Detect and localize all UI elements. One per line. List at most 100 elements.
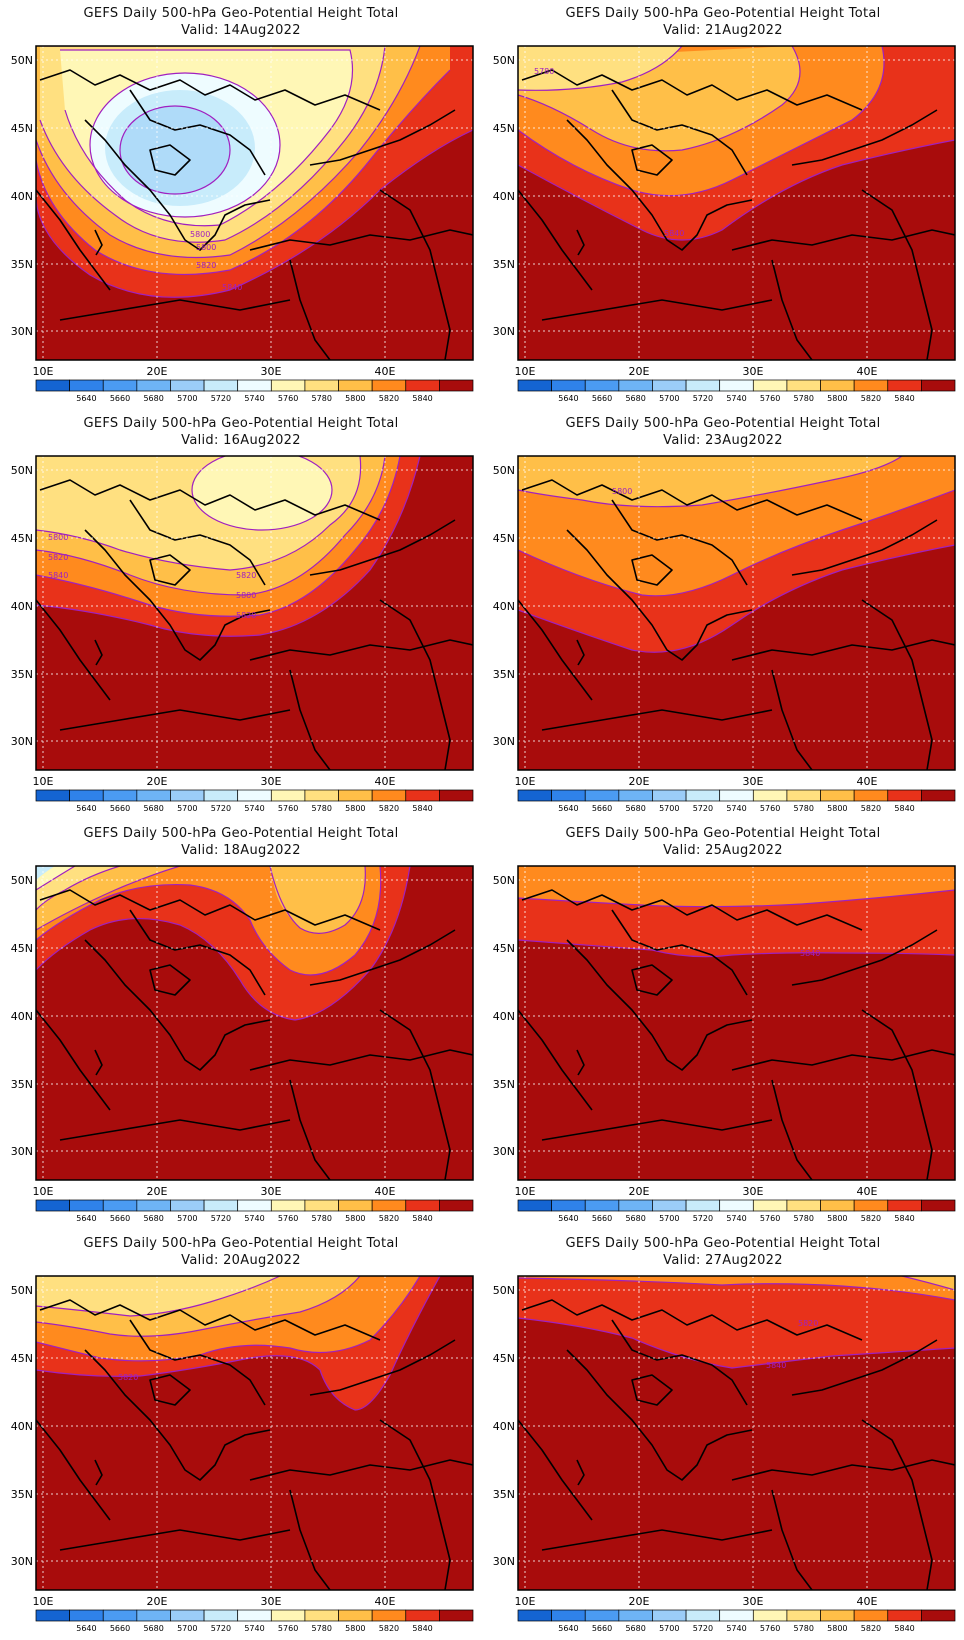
height-map: 5800 50N 45N 40N 35N 30N 10E 20E 30E 40E 5640 566…	[493, 455, 956, 813]
colorbar-label: 5660	[110, 804, 130, 813]
colorbar-label: 5840	[894, 1214, 914, 1223]
colorbar-label: 5840	[894, 394, 914, 403]
lat-tick-label: 45N	[493, 532, 515, 545]
colorbar-label: 5720	[693, 804, 713, 813]
colorbar-label: 5720	[693, 394, 713, 403]
colorbar-swatch	[203, 1199, 239, 1212]
lat-tick-label: 50N	[493, 874, 515, 887]
colorbar-swatch	[719, 1199, 754, 1212]
lat-tick-label: 50N	[11, 464, 33, 477]
colorbar-swatch	[921, 1199, 956, 1212]
colorbar-swatch	[685, 379, 721, 392]
colorbar-label: 5640	[558, 1214, 578, 1223]
colorbar-swatch	[921, 1609, 956, 1622]
colorbar: 5640 5660 5680 5700 5720 5740 5760 5780 5800 5820…	[517, 1199, 956, 1223]
colorbar-swatch	[371, 789, 407, 802]
colorbar-swatch	[786, 379, 821, 392]
colorbar-swatch	[439, 1199, 474, 1212]
colorbar-label: 5740	[726, 1624, 746, 1633]
colorbar-label: 5660	[592, 1624, 612, 1633]
colorbar-swatch	[551, 1609, 586, 1622]
panel-valid-date: Valid: 23Aug2022	[663, 433, 783, 448]
lon-tick-label: 20E	[147, 775, 168, 788]
lon-tick-label: 30E	[261, 365, 282, 378]
colorbar-swatch	[136, 1199, 171, 1212]
colorbar-label: 5740	[726, 1214, 746, 1223]
colorbar-swatch	[304, 789, 339, 802]
colorbar-swatch	[439, 789, 474, 802]
lon-tick-label: 40E	[375, 775, 396, 788]
colorbar-swatch	[371, 1199, 407, 1212]
lat-tick-label: 30N	[11, 735, 33, 748]
lon-tick-label: 40E	[857, 775, 878, 788]
lon-tick-label: 40E	[375, 1185, 396, 1198]
height-map: 50N 45N 40N 35N 30N 10E 20E 30E 40E 5640 5660 5680…	[11, 865, 474, 1223]
lat-tick-label: 45N	[11, 532, 33, 545]
colorbar-swatch	[102, 1609, 138, 1622]
colorbar-swatch	[237, 1609, 272, 1622]
colorbar-swatch	[820, 1609, 855, 1622]
colorbar-label: 5680	[625, 1624, 645, 1633]
panel-valid-date: Valid: 18Aug2022	[181, 843, 301, 858]
colorbar-swatch	[69, 1609, 104, 1622]
panel-valid-date: Valid: 20Aug2022	[181, 1253, 301, 1268]
colorbar-swatch	[304, 1609, 339, 1622]
height-map: 5820 50N 45N 40N 35N 30N 10E 20E 30E 40E 5640 566…	[11, 1275, 474, 1633]
colorbar-label: 5660	[592, 394, 612, 403]
colorbar-label: 5840	[894, 1624, 914, 1633]
colorbar: 5640 5660 5680 5700 5720 5740 5760 5780 5800 5820…	[35, 1609, 474, 1633]
contour-label: 5820	[48, 553, 68, 562]
colorbar-swatch	[551, 789, 586, 802]
colorbar-swatch	[887, 379, 922, 392]
colorbar-label: 5640	[76, 1214, 96, 1223]
colorbar-label: 5800	[827, 1624, 847, 1633]
lat-tick-label: 30N	[11, 1145, 33, 1158]
lat-tick-label: 45N	[493, 942, 515, 955]
map-axes: 50N 45N 40N 35N 30N 10E 20E 30E 40E	[493, 874, 878, 1198]
map-axes: 50N 45N 40N 35N 30N 10E 20E 30E 40E	[11, 1284, 396, 1608]
colorbar-swatch	[35, 379, 70, 392]
lat-tick-label: 35N	[493, 258, 515, 271]
panel-title: GEFS Daily 500-hPa Geo-Potential Height …	[83, 1236, 399, 1251]
colorbar-swatch	[35, 1609, 70, 1622]
lon-tick-label: 10E	[515, 775, 536, 788]
colorbar-swatch	[921, 789, 956, 802]
lon-tick-label: 20E	[629, 1595, 650, 1608]
colorbar-swatch	[136, 379, 171, 392]
lon-tick-label: 40E	[857, 1595, 878, 1608]
panel-title: GEFS Daily 500-hPa Geo-Potential Height …	[83, 416, 399, 431]
colorbar-swatch	[136, 789, 171, 802]
lon-tick-label: 40E	[857, 365, 878, 378]
colorbar-swatch	[618, 789, 653, 802]
colorbar-swatch	[439, 1609, 474, 1622]
colorbar-swatch	[203, 789, 239, 802]
colorbar-label: 5740	[726, 804, 746, 813]
colorbar-label: 5780	[794, 804, 814, 813]
lat-tick-label: 35N	[493, 1488, 515, 1501]
map-panel-27aug: GEFS Daily 500-hPa Geo-Potential Height …	[482, 1230, 964, 1640]
contour-label: 5840	[222, 283, 242, 292]
colorbar-label: 5820	[379, 804, 399, 813]
colorbar-swatch	[304, 1199, 339, 1212]
panel-title: GEFS Daily 500-hPa Geo-Potential Height …	[565, 416, 881, 431]
colorbar-swatch	[102, 379, 138, 392]
colorbar-swatch	[652, 789, 687, 802]
contour-label: 5800	[612, 487, 632, 496]
height-map: 5800 5800 5820 5840 50N 45N 40N 35N 30N 10E 20…	[11, 45, 474, 403]
contour-label: 5840	[664, 229, 684, 238]
colorbar-label: 5840	[412, 394, 432, 403]
colorbar-swatch	[170, 379, 205, 392]
colorbar: 5640 5660 5680 5700 5720 5740 5760 5780 5800 5820…	[35, 789, 474, 813]
colorbar-swatch	[270, 379, 306, 392]
panel-title: GEFS Daily 500-hPa Geo-Potential Height …	[565, 826, 881, 841]
map-axes: 50N 45N 40N 35N 30N 10E 20E 30E 40E	[493, 464, 878, 788]
colorbar-swatch	[887, 789, 922, 802]
colorbar-label: 5740	[244, 1214, 264, 1223]
colorbar-label: 5820	[861, 1624, 881, 1633]
lon-tick-label: 20E	[147, 365, 168, 378]
colorbar: 5640 5660 5680 5700 5720 5740 5760 5780 5800 5820…	[517, 379, 956, 403]
colorbar-label: 5640	[76, 394, 96, 403]
colorbar-label: 5740	[244, 804, 264, 813]
colorbar-label: 5740	[726, 394, 746, 403]
